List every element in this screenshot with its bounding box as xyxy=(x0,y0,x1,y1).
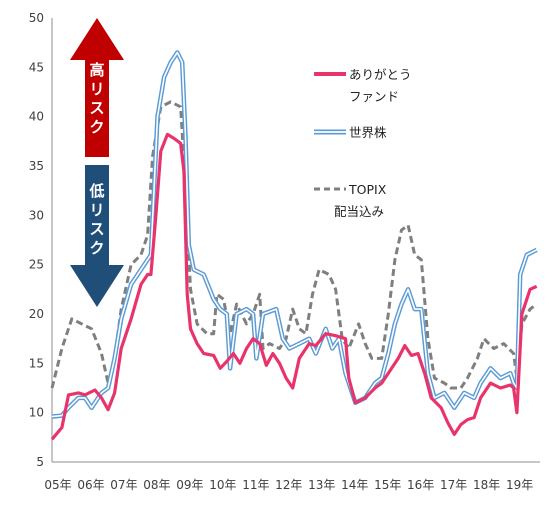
y-tick-label: 5 xyxy=(36,455,44,469)
low-risk-arrow: 低リスク xyxy=(70,165,124,307)
vertical-char: 低 xyxy=(88,182,104,200)
x-tick-label: 17年 xyxy=(440,478,467,492)
x-axis: 05年 06年 07年 08年 09年 10年 11年 12年 13年 14年 15年 16年 17年 1… xyxy=(44,461,540,492)
x-tick-label: 05年 xyxy=(44,478,71,492)
x-tick-label: 16年 xyxy=(407,478,434,492)
x-tick-label: 07年 xyxy=(110,478,137,492)
vertical-char: ク xyxy=(89,239,104,257)
x-tick-label: 12年 xyxy=(275,478,302,492)
y-tick-label: 15 xyxy=(29,356,44,370)
legend-label-topix-line2: 配当込み xyxy=(334,204,384,219)
y-tick-labels: 5 10 15 20 25 30 35 40 45 50 xyxy=(29,11,44,469)
series-line-arigatou xyxy=(50,132,538,441)
vertical-char: リ xyxy=(89,80,104,98)
vertical-char: ス xyxy=(89,99,104,117)
up-arrow-icon xyxy=(70,18,124,157)
legend-label-arigatou-line2: ファンド xyxy=(349,89,399,104)
series-line-world-stock xyxy=(51,50,538,419)
x-tick-labels: 05年 06年 07年 08年 09年 10年 11年 12年 13年 14年 15年 16年 17年 1… xyxy=(44,478,533,492)
vertical-char: リ xyxy=(89,201,104,219)
y-axis: 5 10 15 20 25 30 35 40 45 50 xyxy=(29,11,53,469)
y-tick-label: 45 xyxy=(29,60,44,74)
x-tick-label: 09年 xyxy=(176,478,203,492)
legend-label-world-stock: 世界株 xyxy=(349,125,387,140)
legend: ありがとう ファンド 世界株 TOPIX 配当込み xyxy=(314,67,412,219)
y-tick-label: 30 xyxy=(29,208,44,222)
y-tick-label: 50 xyxy=(29,11,44,25)
y-tick-label: 35 xyxy=(29,159,44,173)
legend-item-arigatou: ありがとう ファンド xyxy=(314,67,412,104)
vertical-char: 高 xyxy=(89,61,104,79)
y-tick-label: 10 xyxy=(29,406,44,420)
high-risk-label: 高リスク xyxy=(89,61,104,136)
vertical-char: ス xyxy=(89,220,104,238)
x-tick-label: 18年 xyxy=(473,478,500,492)
low-risk-label: 低リスク xyxy=(88,182,104,257)
y-tick-label: 25 xyxy=(29,258,44,272)
x-tick-label: 10年 xyxy=(209,478,236,492)
legend-label-arigatou-line1: ありがとう xyxy=(349,67,412,82)
y-tick-label: 40 xyxy=(29,110,44,124)
x-tick-label: 08年 xyxy=(143,478,170,492)
legend-item-topix: TOPIX 配当込み xyxy=(314,182,387,219)
x-tick-label: 06年 xyxy=(77,478,104,492)
x-tick-label: 11年 xyxy=(242,478,269,492)
x-tick-label: 19年 xyxy=(506,478,533,492)
down-arrow-icon xyxy=(70,165,124,307)
y-tick-label: 20 xyxy=(29,307,44,321)
x-tick-label: 15年 xyxy=(374,478,401,492)
series-line-world-stock-inner xyxy=(51,51,538,418)
series-line-topix xyxy=(50,100,538,390)
high-risk-arrow: 高リスク xyxy=(70,18,124,157)
series-layer xyxy=(50,50,538,441)
x-tick-label: 13年 xyxy=(308,478,335,492)
x-tick-label: 14年 xyxy=(341,478,368,492)
legend-label-topix-line1: TOPIX xyxy=(348,182,387,197)
vertical-char: ク xyxy=(89,118,104,136)
legend-item-world-stock: 世界株 xyxy=(314,125,387,140)
